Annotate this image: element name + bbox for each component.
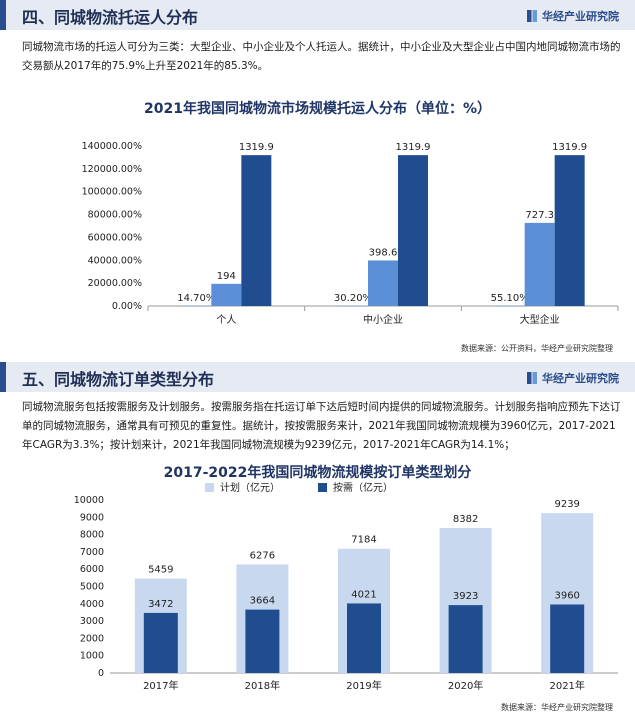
data-label: 3923 (453, 591, 478, 602)
data-label: 7184 (351, 535, 376, 546)
section-paragraph: 同城物流服务包括按需服务及计划服务。按需服务指在托运订单下达后短时间内提供的同城… (22, 401, 621, 451)
bar-need (347, 603, 381, 673)
bar (554, 155, 585, 306)
bar-need (448, 605, 483, 673)
bar (398, 155, 428, 306)
data-label: 9239 (554, 499, 579, 510)
y-tick-label: 10000 (74, 495, 104, 506)
chart-title: 2017-2022年我国同城物流规模按订单类型划分 (163, 465, 472, 481)
y-tick-label: 0 (98, 668, 104, 679)
data-label: 3664 (250, 596, 275, 607)
data-label: 6276 (250, 550, 275, 561)
data-label: 194 (217, 271, 236, 282)
x-tick-label: 2021年 (549, 679, 584, 692)
bar-need (143, 612, 178, 673)
brand-logo: 华经产业研究院 (527, 370, 619, 386)
brand-logo: 华经产业研究院 (527, 8, 619, 24)
data-label: 398.6 (369, 247, 398, 258)
y-tick-label: 5000 (80, 582, 104, 593)
brand-mark-icon (527, 372, 537, 384)
y-tick-label: 80000.00% (88, 210, 142, 221)
data-label: 30.20% (334, 293, 372, 304)
x-tick-label: 2017年 (143, 679, 178, 692)
data-label: 8382 (453, 514, 478, 525)
data-label: 14.70% (177, 293, 215, 304)
bar (368, 260, 398, 306)
y-tick-label: 2000 (80, 633, 104, 644)
legend-swatch (318, 483, 327, 492)
y-tick-label: 8000 (80, 530, 104, 541)
bar-need (550, 604, 585, 673)
y-tick-label: 20000.00% (88, 278, 142, 289)
y-tick-label: 9000 (80, 512, 104, 523)
legend-swatch (205, 483, 214, 492)
data-label: 1319.9 (396, 142, 431, 153)
y-tick-label: 40000.00% (88, 255, 142, 266)
brand-mark-icon (527, 10, 537, 22)
data-label: 1319.9 (239, 142, 274, 153)
x-tick-label: 2020年 (448, 679, 483, 692)
data-label: 1319.9 (552, 142, 587, 153)
bar (524, 222, 555, 306)
bar (211, 283, 242, 306)
y-tick-label: 0.00% (112, 301, 142, 312)
data-label: 55.10% (491, 293, 529, 304)
section-header-4: 四、同城物流托运人分布 华经产业研究院 (0, 0, 635, 30)
bar (241, 155, 272, 306)
data-label: 3472 (148, 599, 173, 610)
y-tick-label: 60000.00% (88, 232, 142, 243)
section-header-5: 五、同城物流订单类型分布 华经产业研究院 (0, 362, 635, 392)
order-type-chart: 0 1000 2000 3000 4000 5000 6000 7000 8000 9000 100… (74, 481, 618, 692)
x-tick-label: 个人 (216, 314, 236, 326)
y-tick-label: 6000 (80, 564, 104, 575)
y-tick-label: 1000 (80, 651, 104, 662)
data-label: 4021 (351, 589, 376, 600)
y-tick-label: 4000 (80, 599, 104, 610)
section-title: 五、同城物流订单类型分布 (22, 370, 215, 389)
source-note: 数据来源：公开资料，华经产业研究院整理 (461, 344, 613, 353)
x-tick-label: 大型企业 (520, 313, 560, 326)
legend-label: 按需（亿元） (333, 481, 393, 494)
x-tick-label: 2019年 (346, 679, 381, 692)
x-tick-label: 中小企业 (363, 313, 403, 326)
legend-label: 计划（亿元） (220, 481, 280, 494)
shipper-distribution-chart: 0.00% 20000.00% 40000.00% 60000.00% 80000.00… (82, 141, 619, 326)
bar (181, 305, 212, 307)
y-tick-label: 140000.00% (82, 141, 142, 152)
y-tick-label: 100000.00% (82, 187, 142, 198)
y-tick-label: 7000 (80, 547, 104, 558)
chart-title: 2021年我国同城物流市场规模托运人分布（单位：%） (144, 101, 491, 117)
source-note: 数据来源：华经产业研究院整理 (501, 703, 613, 712)
x-tick-label: 2018年 (245, 679, 280, 692)
data-label: 727.3 (525, 210, 554, 221)
bar-need (245, 609, 280, 673)
data-label: 5459 (148, 565, 173, 576)
section-title: 四、同城物流托运人分布 (22, 8, 199, 27)
section-paragraph: 同城物流市场的托运人可分为三类：大型企业、中小企业及个人托运人。据统计，中小企业… (22, 41, 621, 72)
bar (494, 305, 525, 307)
y-tick-label: 120000.00% (82, 164, 142, 175)
data-label: 3960 (554, 590, 579, 601)
y-tick-label: 3000 (80, 616, 104, 627)
bar (338, 305, 368, 307)
